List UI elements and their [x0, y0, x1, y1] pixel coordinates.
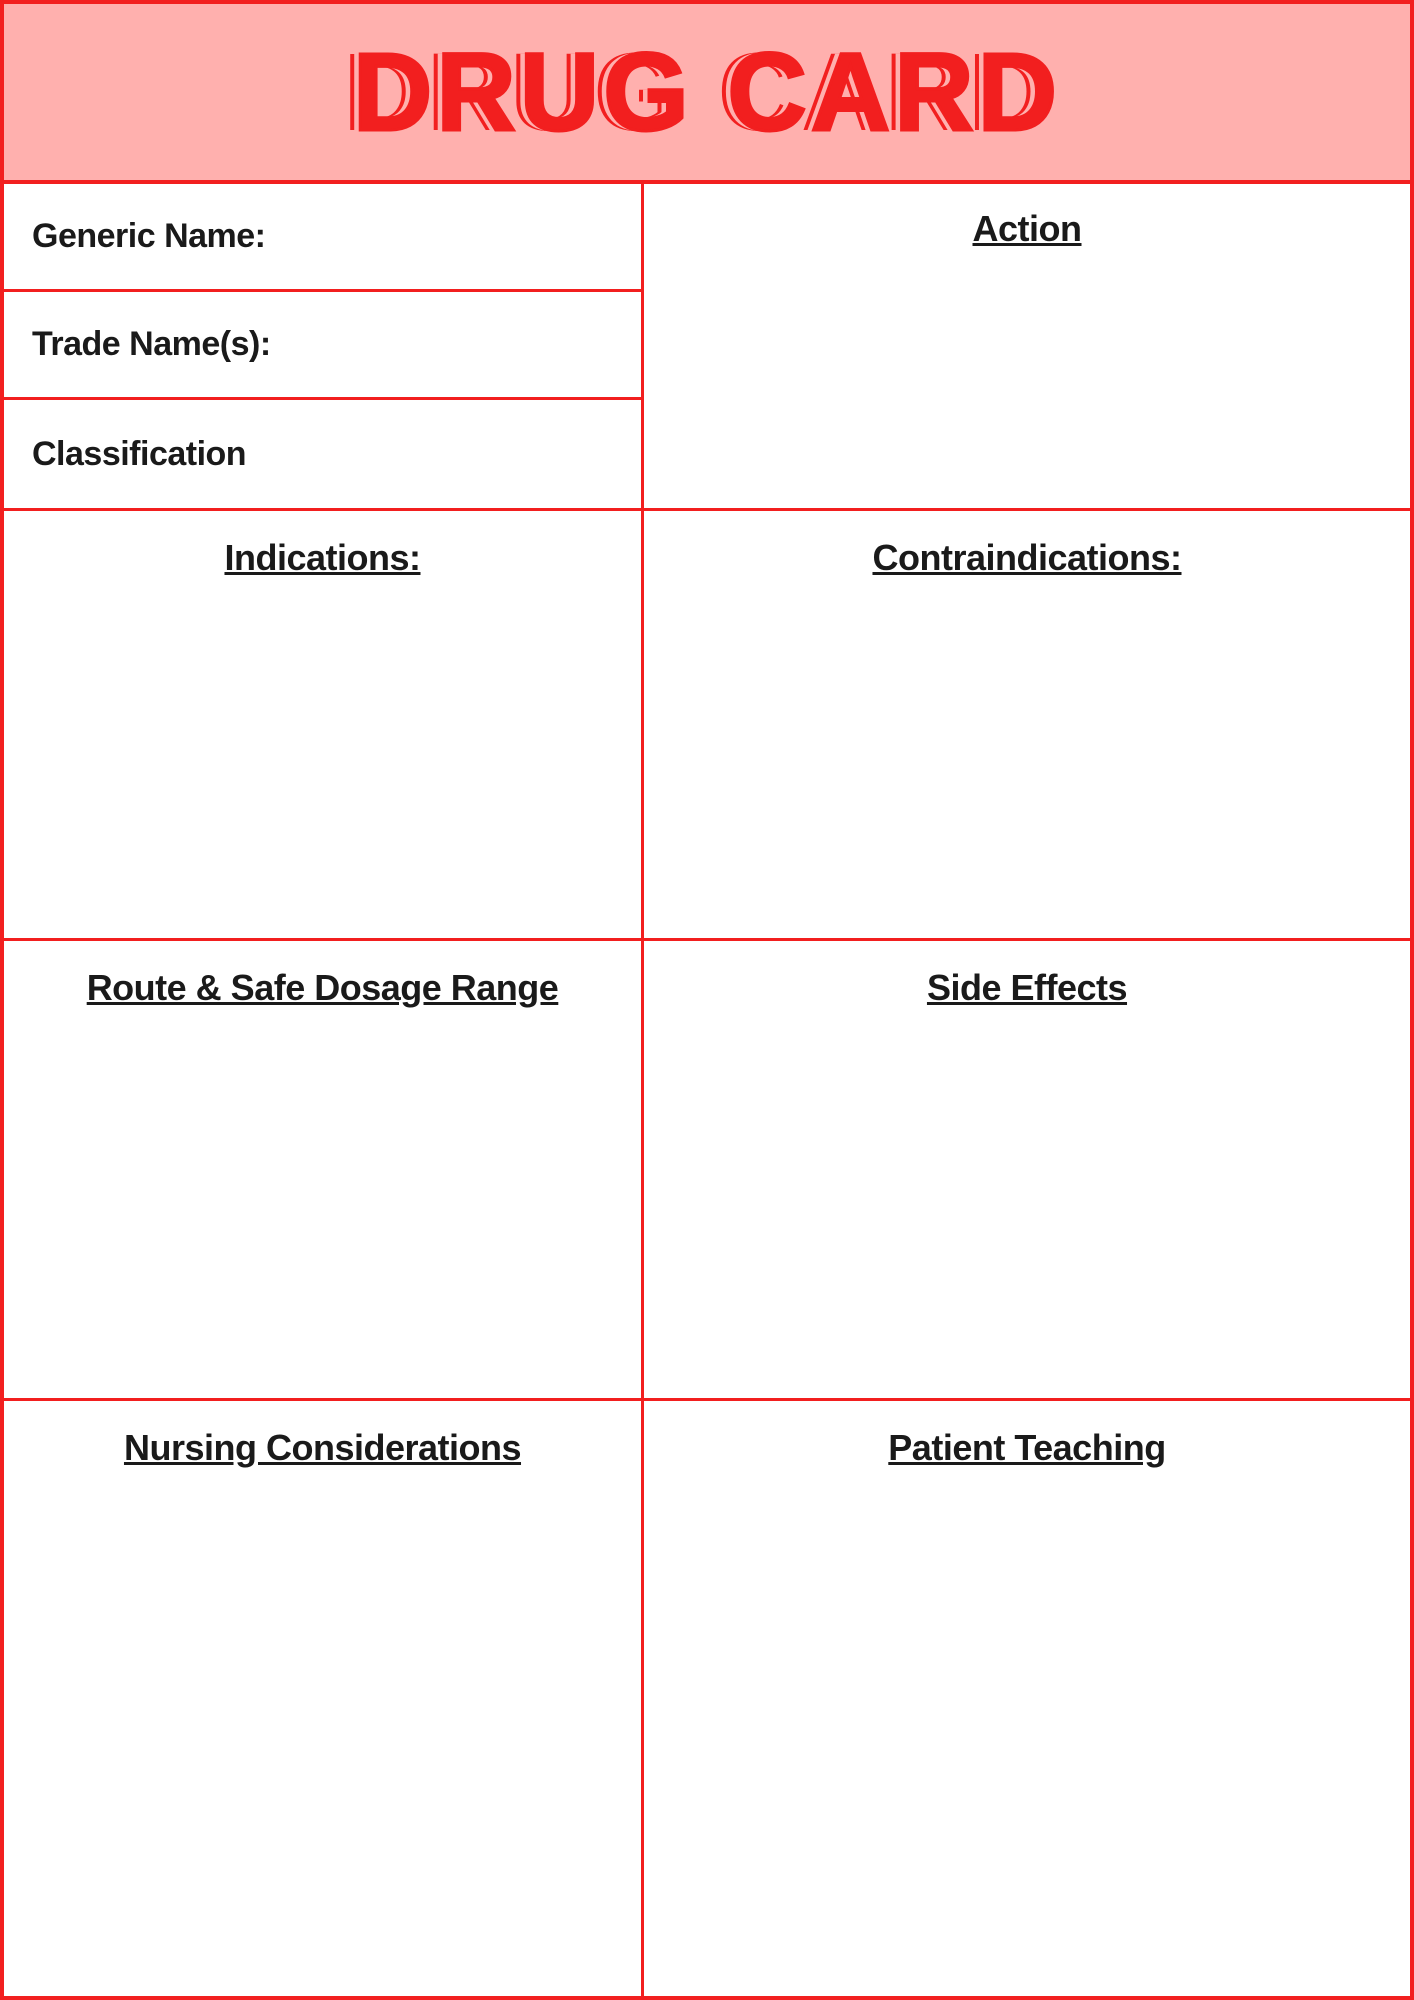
drug-card: DRUG CARD Generic Name: Trade Name(s): C… [0, 0, 1414, 2000]
route-heading: Route & Safe Dosage Range [32, 967, 613, 1009]
trade-name-label: Trade Name(s): [32, 325, 271, 364]
action-cell: Action [644, 184, 1410, 508]
contraindications-cell: Contraindications: [644, 511, 1410, 938]
card-title: DRUG CARD [353, 29, 1061, 156]
indications-cell: Indications: [4, 511, 644, 938]
generic-name-label: Generic Name: [32, 217, 266, 256]
card-header: DRUG CARD [4, 4, 1410, 184]
indications-row: Indications: Contraindications: [4, 511, 1410, 941]
nursing-heading: Nursing Considerations [32, 1427, 613, 1469]
nursing-cell: Nursing Considerations [4, 1401, 644, 1996]
top-left-column: Generic Name: Trade Name(s): Classificat… [4, 184, 644, 508]
top-section: Generic Name: Trade Name(s): Classificat… [4, 184, 1410, 511]
action-heading: Action [672, 208, 1382, 250]
route-cell: Route & Safe Dosage Range [4, 941, 644, 1398]
indications-heading: Indications: [32, 537, 613, 579]
patient-teaching-heading: Patient Teaching [672, 1427, 1382, 1469]
classification-label: Classification [32, 435, 246, 474]
patient-teaching-cell: Patient Teaching [644, 1401, 1410, 1996]
route-row: Route & Safe Dosage Range Side Effects [4, 941, 1410, 1401]
generic-name-cell: Generic Name: [4, 184, 641, 292]
side-effects-cell: Side Effects [644, 941, 1410, 1398]
contraindications-heading: Contraindications: [672, 537, 1382, 579]
card-body: Generic Name: Trade Name(s): Classificat… [4, 184, 1410, 1996]
classification-cell: Classification [4, 400, 641, 508]
nursing-row: Nursing Considerations Patient Teaching [4, 1401, 1410, 1996]
side-effects-heading: Side Effects [672, 967, 1382, 1009]
trade-name-cell: Trade Name(s): [4, 292, 641, 400]
